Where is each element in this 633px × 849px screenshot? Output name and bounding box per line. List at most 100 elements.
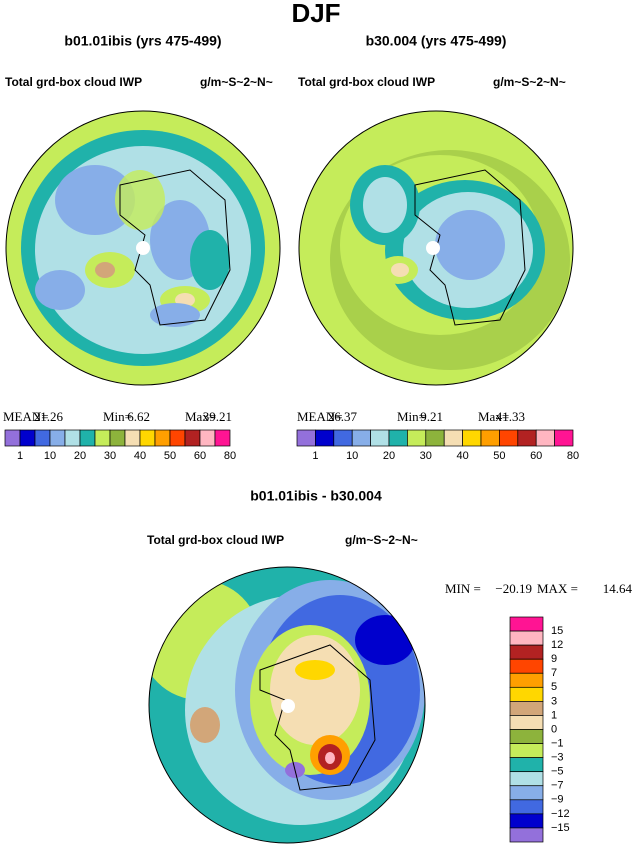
colorbar-label: 9: [551, 653, 557, 665]
colorbar-box: [462, 429, 482, 447]
stat-value: 39.21: [203, 409, 232, 424]
colorbar-label: −15: [551, 822, 570, 834]
stat-value: −20.19: [495, 581, 532, 596]
colorbar-label: −12: [551, 808, 570, 820]
colorbar-box: [296, 429, 316, 447]
colorbar-label: 10: [346, 450, 358, 462]
colorbar-box: [214, 429, 231, 447]
colorbar-box: [509, 771, 544, 787]
colorbar-label: 50: [164, 450, 176, 462]
colorbar-box: [509, 715, 544, 730]
colorbar-label: 60: [530, 450, 542, 462]
units-label: g/m~S~2~N~: [345, 533, 418, 547]
colorbar-box: [517, 429, 537, 447]
panel-title: b01.01ibis (yrs 475-499): [64, 33, 221, 49]
colorbar-label: 80: [567, 450, 579, 462]
stat-label: Max=: [478, 409, 509, 424]
colorbar-label: 7: [551, 667, 557, 679]
colorbar-label: 1: [17, 450, 23, 462]
colorbar-box: [4, 429, 21, 447]
colorbar-box: [94, 429, 111, 447]
colorbar-box: [199, 429, 216, 447]
colorbar-label: 50: [493, 450, 505, 462]
colorbar-box: [480, 429, 500, 447]
colorbar-label: 30: [104, 450, 116, 462]
colorbar-label: −5: [551, 766, 564, 778]
colorbar-box: [124, 429, 141, 447]
colorbar-label: 30: [420, 450, 432, 462]
colorbar-box: [333, 429, 353, 447]
colorbar-box: [509, 686, 544, 702]
map-border: [148, 566, 426, 844]
variable-label: Total grd-box cloud IWP: [5, 75, 142, 89]
colorbar-label: 20: [383, 450, 395, 462]
colorbar-box: [184, 429, 201, 447]
stat-value: 26.37: [328, 409, 358, 424]
colorbar-box: [554, 429, 574, 447]
generated: MEAN=21.26 Min=6.62 Max=39.21 MEAN=26.37 Min…: [3, 409, 633, 843]
stat-label: Min=: [103, 409, 132, 424]
pole-mask: [136, 241, 150, 255]
colorbar-label: 60: [194, 450, 206, 462]
stat-value: 9.21: [420, 409, 443, 424]
colorbar-box: [509, 757, 544, 773]
colorbar-box: [19, 429, 36, 447]
colorbar-box: [509, 658, 544, 674]
colorbar-box: [509, 630, 544, 646]
colorbar-label: −3: [551, 752, 564, 764]
stat-label: MEAN=: [297, 409, 343, 424]
colorbar-label: −1: [551, 737, 564, 749]
colorbar-box: [407, 429, 427, 447]
colorbar-label: 3: [551, 695, 557, 707]
colorbar-label: 5: [551, 681, 557, 693]
colorbar-box: [509, 827, 544, 843]
colorbar-label: 40: [134, 450, 146, 462]
stat-value: 21.26: [34, 409, 64, 424]
colorbar-box: [169, 429, 186, 447]
colorbar-box: [443, 429, 463, 447]
colorbar-box: [509, 701, 544, 716]
colorbar-label: 10: [44, 450, 56, 462]
colorbar-box: [509, 616, 544, 632]
units-label: g/m~S~2~N~: [493, 75, 566, 89]
colorbar-box: [499, 429, 519, 447]
stat-label: MIN =: [445, 581, 481, 596]
colorbar-box: [49, 429, 66, 447]
stat-label: Max=: [185, 409, 216, 424]
panel-title: b30.004 (yrs 475-499): [366, 33, 507, 49]
stat-label: Min=: [397, 409, 426, 424]
stat-value: 41.33: [496, 409, 525, 424]
variable-label: Total grd-box cloud IWP: [298, 75, 435, 89]
panel-title: b01.01ibis - b30.004: [250, 488, 382, 504]
colorbar-label: 12: [551, 639, 563, 651]
colorbar-box: [509, 799, 544, 815]
colorbar-box: [509, 644, 544, 660]
map: [299, 111, 573, 385]
stat-label: MEAN=: [3, 409, 49, 424]
colorbar-box: [535, 429, 555, 447]
colorbar-box: [64, 429, 81, 447]
colorbar-box: [388, 429, 408, 447]
colorbar-label: 20: [74, 450, 86, 462]
stat-value: 6.62: [127, 409, 150, 424]
stat-label: MAX =: [537, 581, 578, 596]
colorbar-label: 15: [551, 625, 563, 637]
colorbar-box: [34, 429, 51, 447]
colorbar-label: 80: [224, 450, 236, 462]
colorbar-box: [370, 429, 390, 447]
units-label: g/m~S~2~N~: [200, 75, 273, 89]
colorbar-label: −7: [551, 780, 564, 792]
map-border: [5, 110, 281, 386]
colorbar-box: [79, 429, 96, 447]
colorbar-box: [425, 429, 445, 447]
colorbar-label: 1: [551, 709, 557, 721]
figure-title: DJF: [291, 0, 340, 28]
colorbar-box: [139, 429, 156, 447]
colorbar-box: [315, 429, 335, 447]
map-border: [298, 110, 574, 386]
colorbar-box: [154, 429, 171, 447]
colorbar-label: 40: [456, 450, 468, 462]
colorbar-label: 0: [551, 723, 557, 735]
colorbar-label: 1: [312, 450, 318, 462]
